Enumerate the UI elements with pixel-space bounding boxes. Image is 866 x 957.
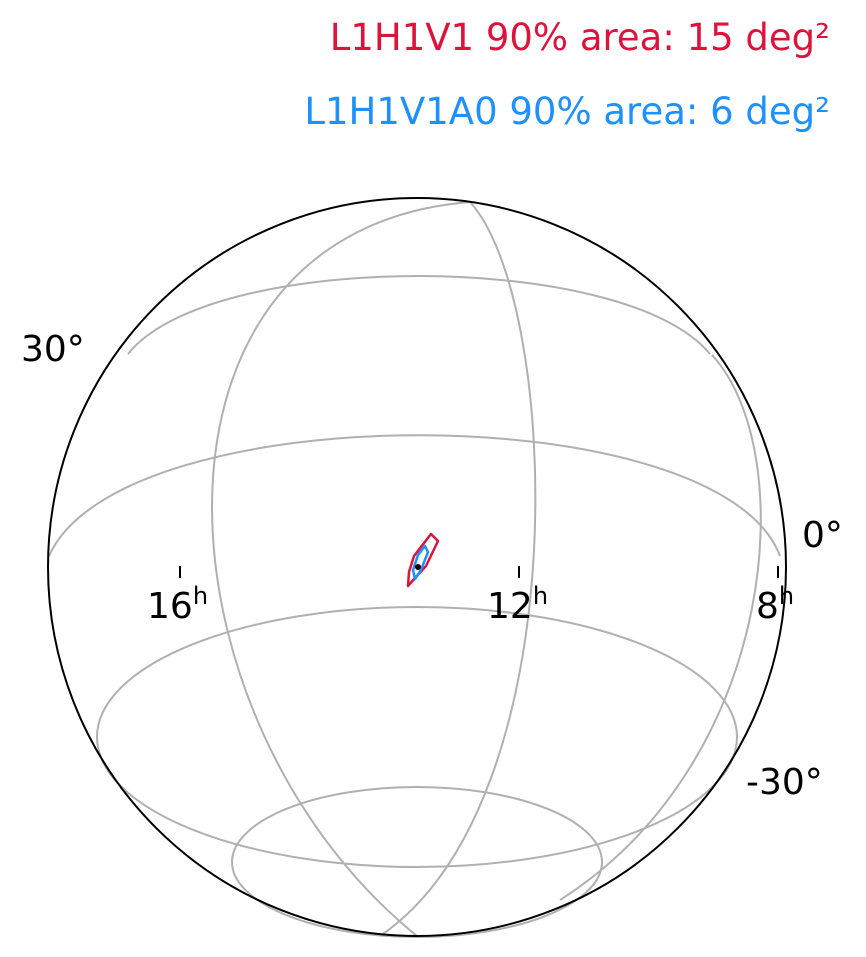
graticule <box>48 201 781 938</box>
ra-tick-label-8h: 8h <box>756 582 794 627</box>
ra-meridian-16h <box>211 201 471 937</box>
globe-outline <box>47 197 787 937</box>
ra-label-12-unit: h <box>533 582 548 610</box>
ra-tick-label-16h: 16h <box>147 582 208 627</box>
ra-label-8-unit: h <box>779 582 794 610</box>
dec-parallel-minus-60 <box>231 786 603 938</box>
ra-label-8-value: 8 <box>756 586 779 627</box>
ra-tick-label-12h: 12h <box>487 582 548 627</box>
ra-meridian-12h <box>379 201 537 937</box>
dec-tick-label-30: 30° <box>21 329 85 370</box>
dec-parallel-minus-30 <box>96 606 738 868</box>
ra-label-16-unit: h <box>193 582 208 610</box>
dec-tick-label-minus-30: -30° <box>746 762 823 803</box>
dec-parallel-30 <box>48 434 781 557</box>
legend-label-l1h1v1a0: L1H1V1A0 90% area: 6 deg² <box>304 90 830 133</box>
contour-l1h1v1a0 <box>411 544 430 581</box>
contour-l1h1v1 <box>406 532 440 588</box>
source-marker <box>415 564 421 570</box>
dec-parallel-60 <box>127 275 711 355</box>
dec-tick-label-0: 0° <box>802 515 843 556</box>
ra-label-16-value: 16 <box>147 586 193 627</box>
ra-label-12-value: 12 <box>487 586 533 627</box>
ra-meridian-8h <box>559 354 762 901</box>
legend-label-l1h1v1: L1H1V1 90% area: 15 deg² <box>329 16 830 59</box>
